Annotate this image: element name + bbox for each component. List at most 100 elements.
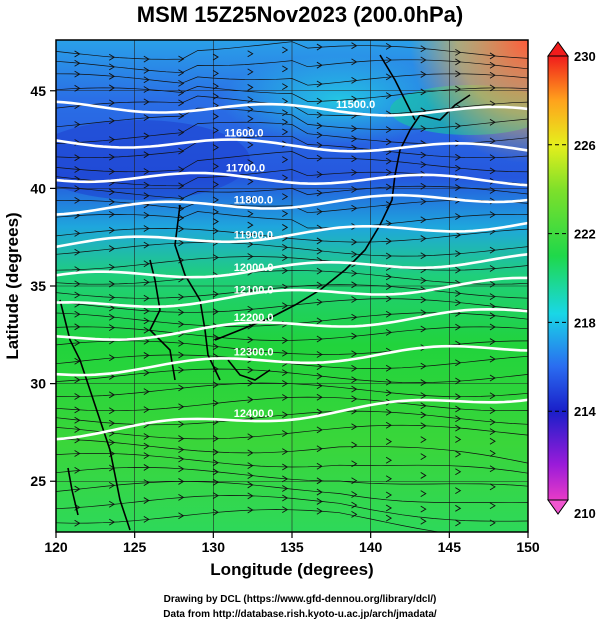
stream-arrow xyxy=(489,71,496,79)
stream-arrow xyxy=(178,403,185,411)
stream-arrow xyxy=(385,56,392,64)
stream-arrow xyxy=(282,337,289,344)
stream-arrow xyxy=(385,310,392,318)
stream-arrow xyxy=(212,227,219,235)
colorbar-tick-label: 230 xyxy=(574,49,596,64)
y-tick-label: 40 xyxy=(30,180,46,196)
stream-arrow xyxy=(455,424,462,432)
stream-arrow xyxy=(316,189,323,197)
streamline xyxy=(56,396,528,412)
stream-arrow xyxy=(212,492,219,500)
stream-arrow xyxy=(74,59,81,67)
stream-arrow xyxy=(143,66,150,74)
stream-arrow xyxy=(178,420,185,428)
stream-arrow xyxy=(282,369,289,377)
stream-arrow xyxy=(489,61,496,69)
stream-arrow xyxy=(455,266,462,274)
stream-arrow xyxy=(316,154,323,162)
stream-arrow xyxy=(143,86,150,93)
stream-arrow xyxy=(108,210,116,218)
stream-arrow xyxy=(108,391,116,399)
stream-arrow xyxy=(247,379,254,387)
stream-arrow xyxy=(316,498,323,505)
stream-arrow xyxy=(108,419,116,427)
stream-arrow xyxy=(351,58,358,66)
stream-arrow xyxy=(351,313,358,321)
stream-arrow xyxy=(212,113,219,120)
streamline xyxy=(56,59,528,74)
stream-arrow xyxy=(282,128,289,136)
colorbar-body xyxy=(547,55,569,501)
contour-label: 12100.0 xyxy=(234,285,274,297)
stream-arrow xyxy=(420,71,427,78)
stream-arrow xyxy=(455,436,462,443)
stream-arrow xyxy=(385,438,392,446)
stream-arrow xyxy=(212,365,219,373)
stream-arrow xyxy=(143,452,150,460)
stream-arrow xyxy=(316,477,323,485)
stream-arrow xyxy=(282,302,289,310)
stream-arrow xyxy=(212,290,219,298)
stream-arrow xyxy=(178,465,185,473)
stream-arrow xyxy=(247,366,254,374)
stream-arrow xyxy=(282,243,289,251)
stream-arrow xyxy=(212,92,219,100)
stream-arrow xyxy=(247,240,254,248)
stream-arrow xyxy=(489,265,496,272)
stream-arrow xyxy=(178,478,185,485)
stream-arrow xyxy=(108,263,116,271)
stream-arrow xyxy=(212,82,219,90)
stream-arrow xyxy=(108,226,116,234)
stream-arrow xyxy=(178,55,185,63)
stream-arrow xyxy=(385,169,392,176)
stream-arrow xyxy=(143,260,150,268)
stream-arrow xyxy=(385,283,392,290)
stream-arrow xyxy=(247,472,254,480)
stream-arrow xyxy=(420,182,427,190)
stream-arrow xyxy=(385,73,392,81)
stream-arrow xyxy=(143,241,150,249)
x-tick-label: 150 xyxy=(516,539,540,555)
stream-arrow xyxy=(74,50,81,58)
stream-arrow xyxy=(455,153,462,161)
y-tick-label: 35 xyxy=(30,278,46,294)
stream-arrow xyxy=(420,252,427,260)
stream-arrow xyxy=(455,393,462,401)
stream-arrow xyxy=(282,448,289,456)
streamline xyxy=(56,467,528,487)
stream-arrow xyxy=(351,42,358,50)
height-contour xyxy=(56,276,528,308)
stream-arrow xyxy=(385,183,392,191)
stream-arrow xyxy=(316,335,323,343)
streamline xyxy=(56,135,528,159)
stream-arrow xyxy=(455,164,462,172)
stream-arrow xyxy=(74,166,81,173)
streamline xyxy=(56,270,528,285)
stream-arrow xyxy=(247,481,254,489)
streamline xyxy=(56,242,528,257)
x-tick-label: 130 xyxy=(202,539,226,555)
stream-arrow xyxy=(282,109,289,117)
streamline xyxy=(56,509,442,532)
plot-area: 11500.0 11600.0 11700.0 11800.0 11900.0 12000… xyxy=(56,40,528,532)
stream-arrow xyxy=(385,42,392,50)
stream-arrow xyxy=(420,379,427,386)
stream-arrow xyxy=(489,246,496,254)
stream-arrow xyxy=(385,504,392,512)
stream-arrow xyxy=(282,411,289,419)
stream-arrow xyxy=(74,229,81,237)
stream-arrow xyxy=(247,115,254,123)
stream-arrow xyxy=(316,462,323,470)
stream-arrow xyxy=(420,296,427,304)
stream-arrow xyxy=(351,95,358,103)
stream-arrow xyxy=(385,201,392,208)
stream-arrow xyxy=(351,460,358,468)
stream-arrow xyxy=(212,144,219,151)
stream-arrow xyxy=(316,237,323,245)
streamlines xyxy=(56,41,528,532)
contour-label: 11600.0 xyxy=(224,128,263,140)
stream-arrow xyxy=(282,349,289,357)
stream-arrow xyxy=(143,192,150,200)
height-contour xyxy=(56,307,528,342)
stream-arrow xyxy=(351,350,358,358)
